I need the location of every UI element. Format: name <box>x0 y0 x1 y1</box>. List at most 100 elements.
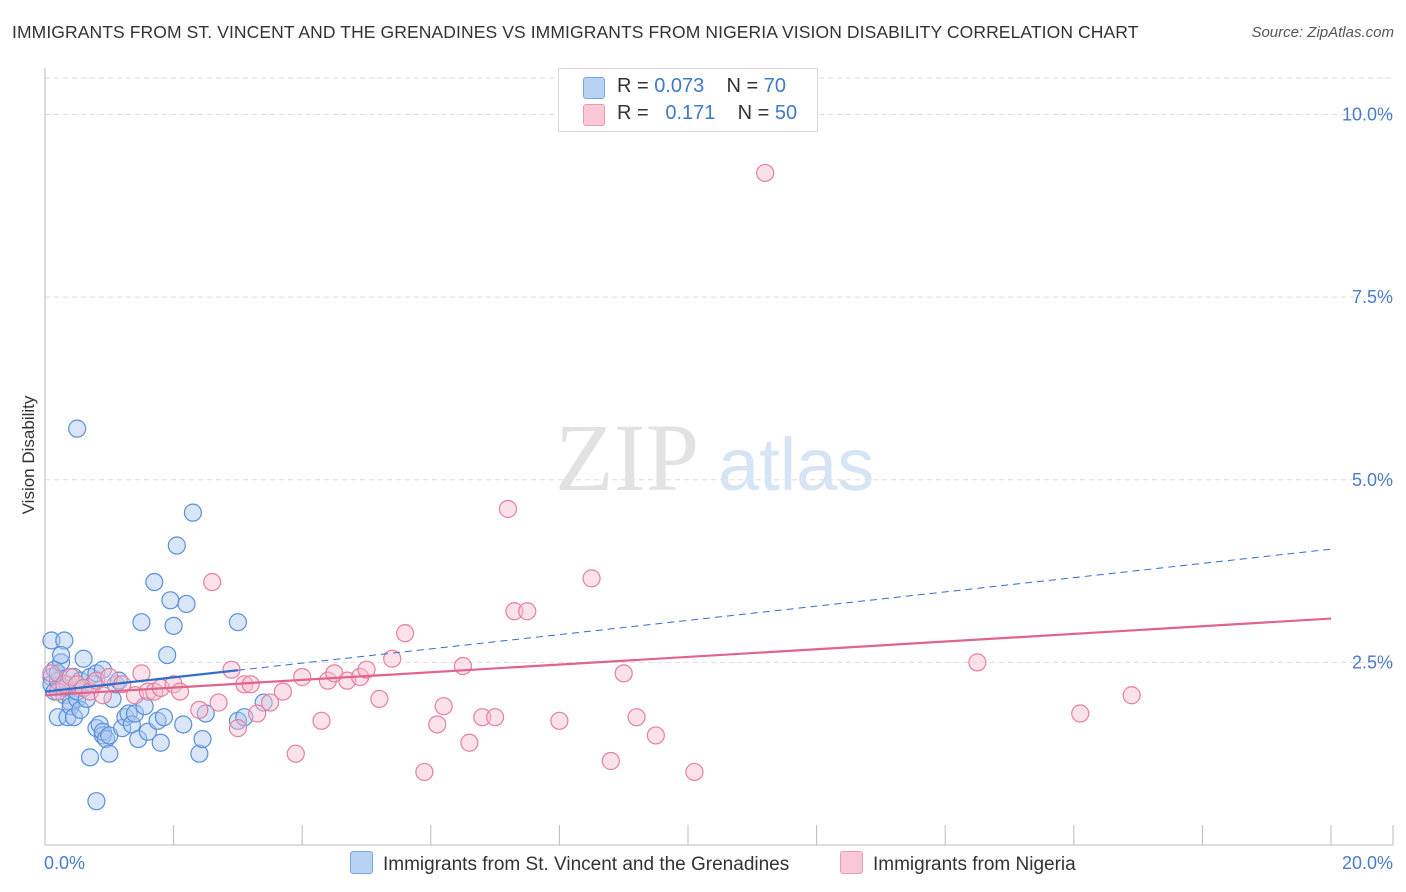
data-point-nigeria <box>601 751 620 771</box>
legend-n-label: N = <box>726 75 759 97</box>
data-point-stvincent <box>80 748 100 767</box>
data-point-stvincent <box>228 613 247 632</box>
trend-lines <box>44 548 1332 697</box>
legend-r-value: 0.073 <box>654 75 705 97</box>
data-point-nigeria <box>286 744 305 763</box>
data-point-nigeria <box>498 499 518 519</box>
data-point-stvincent <box>125 704 145 723</box>
data-point-nigeria <box>1071 704 1090 723</box>
data-point-nigeria <box>473 708 492 727</box>
series-stvincent-points <box>42 419 273 811</box>
watermark-zip: ZIP <box>555 404 699 511</box>
data-point-stvincent <box>64 708 84 727</box>
data-point-stvincent <box>100 744 119 763</box>
data-point-nigeria <box>614 664 633 683</box>
data-point-stvincent <box>164 616 183 635</box>
data-point-nigeria <box>646 726 665 745</box>
legend-r-value: 0.171 <box>665 102 716 124</box>
data-point-stvincent <box>193 729 212 749</box>
data-point-stvincent <box>151 733 170 752</box>
y-tick-label: 2.5% <box>1352 652 1393 672</box>
data-point-stvincent <box>154 708 174 727</box>
data-point-nigeria <box>260 693 280 712</box>
bottom-legend-stvincent: Immigrants from St. Vincent and the Gren… <box>350 851 789 876</box>
data-point-stvincent <box>55 631 74 650</box>
legend-n-value: 70 <box>763 75 787 97</box>
chart-title: IMMIGRANTS FROM ST. VINCENT AND THE GREN… <box>12 22 1139 42</box>
data-point-stvincent <box>74 649 93 668</box>
x-tick-label: 20.0% <box>1342 853 1393 873</box>
data-point-nigeria <box>318 671 338 690</box>
data-point-stvincent <box>167 536 186 555</box>
data-point-stvincent <box>119 704 138 723</box>
legend-r-label: R = <box>617 102 649 124</box>
data-point-nigeria <box>582 569 601 588</box>
data-point-nigeria <box>518 602 537 621</box>
data-point-stvincent <box>145 572 164 592</box>
data-point-nigeria <box>209 693 228 712</box>
data-point-nigeria <box>293 667 312 687</box>
legend-n-value: 50 <box>774 102 798 124</box>
data-point-nigeria <box>415 762 434 782</box>
trend-line-nigeria <box>44 617 1332 697</box>
bottom-legend-label: Immigrants from Nigeria <box>873 854 1076 875</box>
data-point-nigeria <box>61 667 80 687</box>
data-point-nigeria <box>370 689 389 709</box>
data-point-nigeria <box>968 653 987 672</box>
data-point-stvincent <box>129 729 148 749</box>
x-tick-label: 0.0% <box>44 853 85 873</box>
legend-swatch-pink <box>583 104 605 126</box>
source-label: Source: ZipAtlas.com <box>1251 24 1394 41</box>
bottom-legend-label: Immigrants from St. Vincent and the Gren… <box>383 854 790 875</box>
data-point-nigeria <box>312 711 331 730</box>
x-tick-labels: 0.0% 20.0% <box>44 853 1393 873</box>
data-point-stvincent <box>158 645 177 665</box>
data-point-nigeria <box>627 708 646 727</box>
data-point-nigeria <box>685 762 704 782</box>
legend-r-label: R = <box>617 75 649 97</box>
data-point-nigeria <box>93 686 112 705</box>
bottom-legend-swatch-pink <box>840 851 863 874</box>
grid-lines <box>45 77 1393 663</box>
data-point-nigeria <box>756 163 775 183</box>
data-point-nigeria <box>550 711 569 730</box>
data-point-stvincent <box>93 660 112 679</box>
y-tick-label: 5.0% <box>1352 470 1393 490</box>
data-point-nigeria <box>453 656 473 676</box>
y-axis-label: Vision Disability <box>19 395 38 514</box>
data-point-nigeria <box>1122 686 1141 705</box>
watermark-atlas: atlas <box>718 423 874 506</box>
stats-legend: R = 0.073 N = 70 R = 0.171 N = 50 <box>558 68 818 132</box>
legend-swatch-blue <box>583 77 605 99</box>
data-point-nigeria <box>170 682 190 701</box>
data-point-stvincent <box>190 744 209 763</box>
data-point-nigeria <box>357 660 376 679</box>
data-point-nigeria <box>190 700 209 719</box>
data-point-nigeria <box>428 715 447 734</box>
y-tick-label: 10.0% <box>1342 105 1393 125</box>
data-point-stvincent <box>71 700 90 719</box>
data-point-stvincent <box>48 708 67 727</box>
data-point-nigeria <box>203 572 222 592</box>
data-point-stvincent <box>183 503 202 522</box>
data-point-nigeria <box>383 649 402 668</box>
data-point-stvincent <box>161 591 180 610</box>
data-point-nigeria <box>248 704 267 723</box>
data-point-nigeria <box>273 682 293 701</box>
data-point-stvincent <box>68 419 87 438</box>
data-point-stvincent <box>87 792 106 811</box>
y-tick-label: 7.5% <box>1352 287 1393 307</box>
axes <box>44 68 1394 846</box>
bottom-legend-swatch-blue <box>350 851 373 874</box>
data-point-nigeria <box>434 697 453 716</box>
trend-line-stvincent-dashed <box>237 548 1332 671</box>
series-nigeria-points <box>42 163 1141 782</box>
data-point-nigeria <box>42 664 61 683</box>
data-point-stvincent <box>254 693 273 712</box>
data-point-nigeria <box>505 602 524 621</box>
data-point-stvincent <box>42 631 61 650</box>
y-tick-labels: 2.5% 5.0% 7.5% 10.0% <box>1342 105 1393 673</box>
data-point-stvincent <box>177 594 196 614</box>
legend-n-label: N = <box>737 102 770 124</box>
